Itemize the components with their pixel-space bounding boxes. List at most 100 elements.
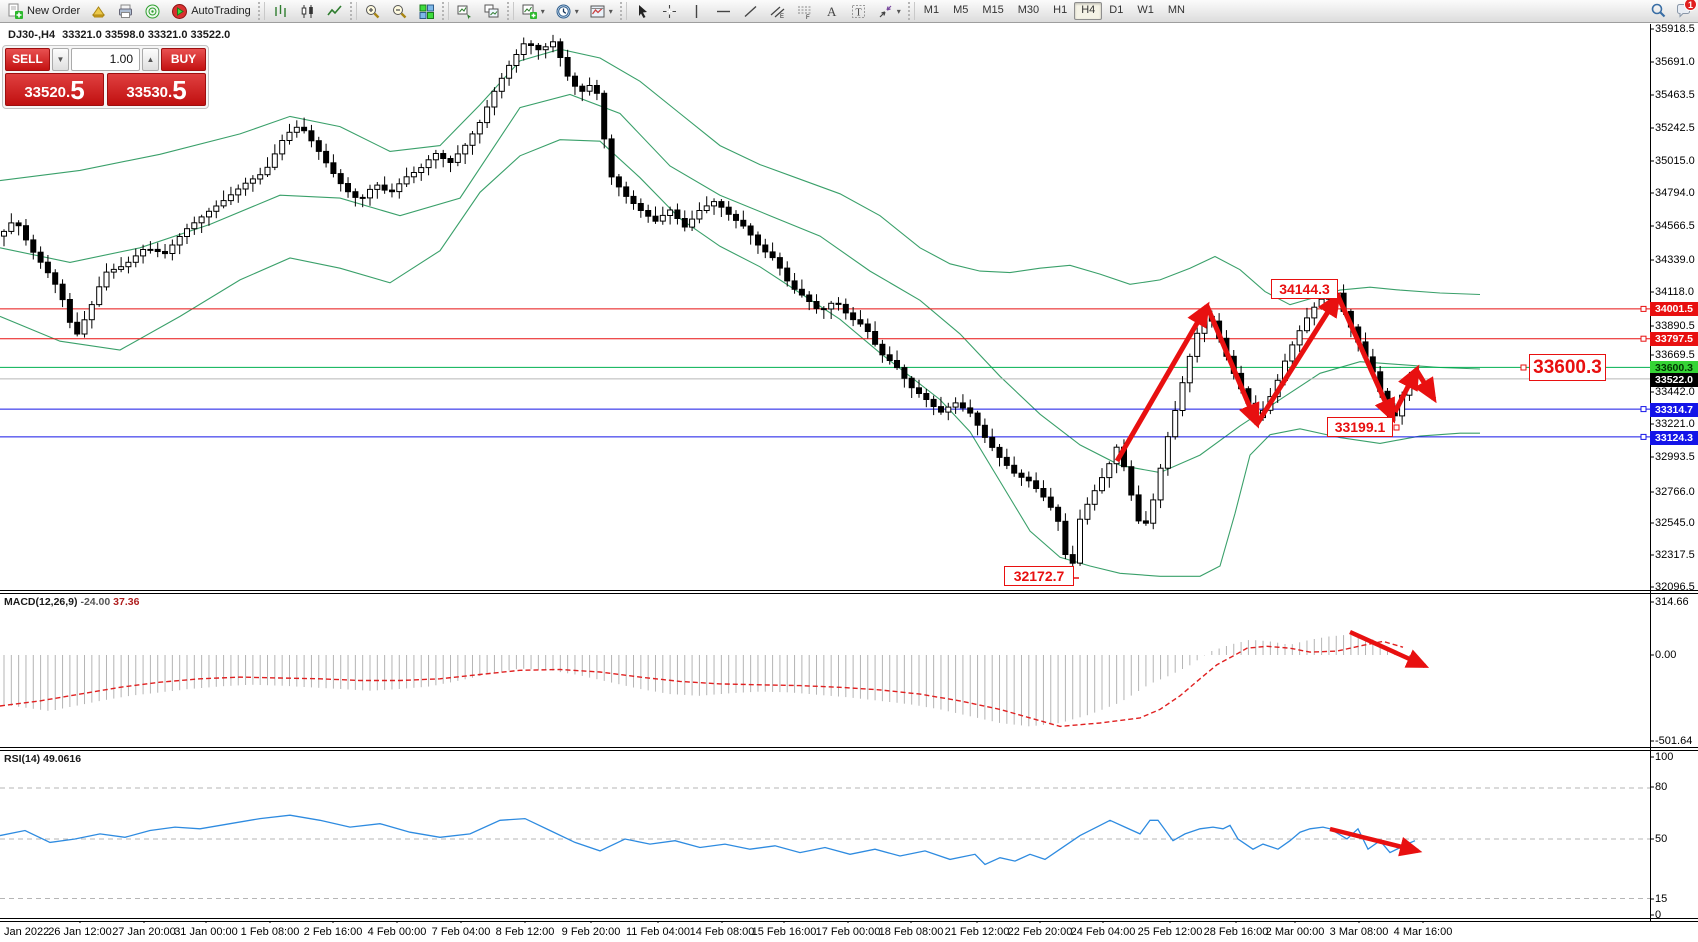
timeframe-w1[interactable]: W1 — [1137, 4, 1154, 16]
time-axis-label: 28 Feb 16:00 — [1203, 926, 1269, 938]
new-order-button[interactable]: New Order — [2, 1, 85, 21]
vertical-line-tool[interactable] — [683, 1, 710, 21]
rsi-value: 49.0616 — [43, 753, 82, 765]
auto-arrange-icon — [457, 5, 471, 19]
period-icon — [556, 4, 571, 18]
new-chart-button[interactable]: ▾ — [516, 1, 550, 21]
svg-text:A: A — [827, 4, 837, 19]
toolbar-group-chart-type — [267, 0, 348, 22]
zoom-out-button[interactable] — [386, 1, 413, 21]
price-tick: 34566.5 — [1655, 220, 1695, 232]
templates-button[interactable]: ▾ — [584, 1, 618, 21]
time-axis-label: 2 Feb 16:00 — [303, 926, 363, 938]
auto-arrange-button[interactable] — [451, 1, 478, 21]
main-macd-divider[interactable] — [0, 590, 1698, 594]
cascade-button[interactable] — [478, 1, 505, 21]
price-callout-33199.1: 33199.1 — [1327, 417, 1393, 437]
text-tool[interactable]: A — [818, 1, 845, 21]
time-axis-label: 22 Feb 20:00 — [1007, 926, 1073, 938]
volume-increment-button[interactable]: ▲ — [142, 48, 159, 71]
timeframe-d1[interactable]: D1 — [1109, 4, 1124, 16]
svg-text:F: F — [806, 15, 810, 20]
price-callout-33600.3: 33600.3 — [1529, 354, 1606, 381]
cursor-tool[interactable] — [629, 1, 656, 21]
market-watch-button[interactable] — [139, 1, 166, 21]
bar-chart-button[interactable] — [267, 1, 294, 21]
chart-title: DJ30-,H4 33321.0 33598.0 33321.0 33522.0 — [8, 29, 230, 41]
toolbar-separator — [349, 2, 357, 20]
timeframe-h1[interactable]: H1 — [1053, 4, 1068, 16]
buy-button[interactable]: BUY — [161, 48, 206, 71]
buy-price[interactable]: 33530. 5 — [107, 73, 206, 106]
ohlc-values: 33321.0 33598.0 33321.0 33522.0 — [62, 29, 231, 41]
price-tick: 32993.5 — [1655, 451, 1695, 463]
expert-advisors-button[interactable] — [85, 1, 112, 21]
price-tick: 34118.0 — [1655, 286, 1694, 298]
timeframe-m5[interactable]: M5 — [953, 4, 969, 16]
zoom-in-icon — [365, 4, 380, 18]
volume-input[interactable]: 1.00 — [71, 48, 140, 71]
notifications-button[interactable]: 1 — [1675, 0, 1697, 24]
text-label-tool[interactable]: T — [845, 1, 872, 21]
trendline-tool[interactable] — [737, 1, 764, 21]
tile-windows-button[interactable] — [413, 1, 440, 21]
toolbar-group-trade: New Order AutoTrading — [2, 0, 256, 22]
arrows-tool[interactable]: ▾ — [872, 1, 906, 21]
price-tick: 35242.5 — [1655, 122, 1695, 134]
zoom-in-button[interactable] — [359, 1, 386, 21]
cursor-icon — [638, 4, 647, 18]
dropdown-arrow-icon[interactable]: ▾ — [896, 6, 901, 16]
toolbar-separator — [907, 2, 915, 20]
dropdown-arrow-icon[interactable]: ▾ — [540, 6, 545, 16]
price-badge-33314.7: 33314.7 — [1650, 403, 1698, 417]
timeframe-mn[interactable]: MN — [1167, 4, 1185, 16]
price-badge-33124.3: 33124.3 — [1650, 431, 1698, 445]
text-label-icon: T — [851, 4, 865, 18]
sell-button[interactable]: SELL — [5, 48, 50, 71]
time-axis-label: 1 Feb 08:00 — [240, 926, 300, 938]
horizontal-line-tool[interactable] — [710, 1, 737, 21]
toolbar-group-zoom — [359, 0, 440, 22]
volume-decrement-button[interactable]: ▼ — [52, 48, 69, 71]
time-axis-label: 27 Jan 20:00 — [112, 926, 176, 938]
vertical-line-icon — [695, 4, 697, 18]
macd-rsi-divider[interactable] — [0, 747, 1698, 751]
symbol-period-label: DJ30-,H4 — [8, 29, 56, 41]
dropdown-arrow-icon[interactable]: ▾ — [574, 6, 579, 16]
timeframe-h4[interactable]: H4 — [1074, 2, 1103, 20]
channel-tool[interactable]: E — [764, 1, 791, 21]
rsi-axis-tick: 15 — [1655, 893, 1668, 905]
candlestick-chart-button[interactable] — [294, 1, 321, 21]
time-axis-label: 31 Jan 00:00 — [174, 926, 238, 938]
price-tick: 35918.5 — [1655, 23, 1695, 35]
time-axis-label: 11 Feb 04:00 — [625, 926, 691, 938]
sell-price[interactable]: 33520. 5 — [5, 73, 104, 106]
periods-button[interactable]: ▾ — [550, 1, 584, 21]
price-axis-border — [1650, 24, 1651, 922]
toolbar-separator — [619, 2, 627, 20]
search-button[interactable] — [1650, 2, 1667, 24]
time-axis-label: 4 Feb 00:00 — [367, 926, 427, 938]
fibonacci-tool[interactable]: F — [791, 1, 818, 21]
price-tick: 34794.0 — [1655, 187, 1695, 199]
one-click-trading-widget: SELL ▼ 1.00 ▲ BUY 33520. 5 33530. 5 — [2, 45, 209, 109]
crosshair-tool[interactable] — [656, 1, 683, 21]
autotrading-button[interactable]: AutoTrading — [166, 1, 256, 21]
price-tick: 32317.5 — [1655, 549, 1695, 561]
dropdown-arrow-icon[interactable]: ▾ — [608, 6, 613, 16]
print-button[interactable] — [112, 1, 139, 21]
time-axis-label: 24 Feb 04:00 — [1070, 926, 1136, 938]
timeframe-m30[interactable]: M30 — [1017, 4, 1040, 16]
price-tick: 35015.0 — [1655, 155, 1695, 167]
autotrading-button-label: AutoTrading — [191, 5, 251, 17]
new-order-icon — [8, 3, 23, 19]
timeframe-m1[interactable]: M1 — [923, 4, 940, 16]
price-tick: 33890.5 — [1655, 320, 1695, 332]
line-chart-button[interactable] — [321, 1, 348, 21]
timeframe-m15[interactable]: M15 — [982, 4, 1004, 16]
text-icon: A — [827, 4, 837, 19]
svg-text:E: E — [780, 14, 784, 20]
timeframe-group: M1 M5 M15 M30 H1 H4 D1 W1 MN — [917, 0, 1192, 22]
